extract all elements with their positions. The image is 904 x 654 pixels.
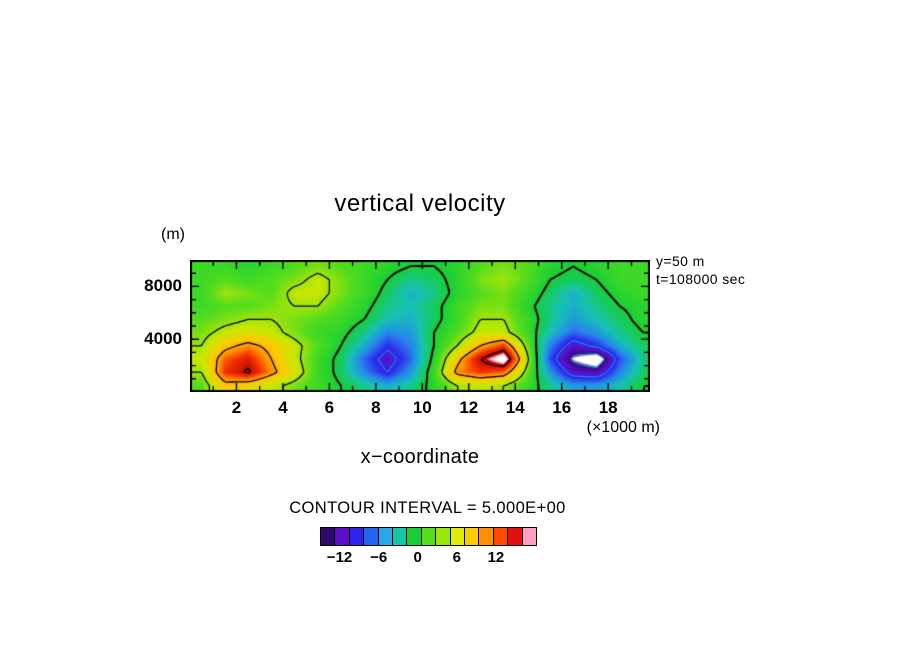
colorbar-swatch (521, 528, 537, 545)
colorbar-swatch (478, 528, 493, 545)
colorbar-tick-label: −12 (326, 549, 353, 566)
contour-plot (190, 260, 650, 392)
contour-plot-canvas (190, 260, 650, 392)
colorbar (320, 527, 537, 546)
annotation-y-slice: y=50 m (656, 253, 705, 269)
x-tick-label: 14 (505, 398, 525, 417)
colorbar-swatch (464, 528, 479, 545)
colorbar-tick-label: −6 (370, 549, 388, 566)
y-tick-label: 8000 (144, 276, 182, 296)
colorbar-swatch (392, 528, 407, 545)
colorbar-swatch (334, 528, 349, 545)
x-tick-label: 18 (598, 398, 618, 417)
x-tick-label: 16 (552, 398, 572, 417)
colorbar-swatch (406, 528, 421, 545)
x-tick-label: 4 (278, 398, 288, 417)
colorbar-swatch (377, 528, 393, 545)
y-axis-unit-label: (m) (161, 226, 185, 243)
colorbar-tick-labels: −12 −6 0 6 12 (320, 549, 535, 569)
x-axis-title: x−coordinate (360, 446, 480, 468)
colorbar-swatch (348, 528, 364, 545)
colorbar-swatch (435, 528, 450, 545)
annotation-time: t=108000 sec (656, 271, 746, 287)
colorbar-tick-label: 0 (413, 549, 422, 566)
x-tick-label: 6 (324, 398, 335, 417)
colorbar-tick-label: 6 (452, 549, 461, 566)
y-axis-tick-labels: 8000 4000 (130, 260, 182, 392)
x-tick-label: 2 (231, 398, 242, 417)
colorbar-swatch (363, 528, 378, 545)
x-axis-unit-label: (×1000 m) (586, 419, 660, 436)
chart-title: vertical velocity (334, 190, 506, 217)
x-tick-label: 10 (412, 398, 432, 417)
plot-annotations: y=50 m t=108000 sec (656, 252, 745, 288)
colorbar-swatch (507, 528, 522, 545)
contour-interval-note: CONTOUR INTERVAL = 5.000E+00 (289, 499, 566, 517)
colorbar-swatch (492, 528, 508, 545)
colorbar-swatch (449, 528, 465, 545)
colorbar-tick-label: 12 (487, 549, 505, 566)
colorbar-swatch (420, 528, 436, 545)
y-tick-label: 4000 (144, 329, 182, 349)
x-tick-label: 8 (371, 398, 381, 417)
x-tick-label: 12 (459, 398, 479, 417)
colorbar-swatch (321, 528, 335, 545)
x-axis-tick-labels: 2 4 6 8 10 12 14 16 18 (190, 398, 650, 420)
